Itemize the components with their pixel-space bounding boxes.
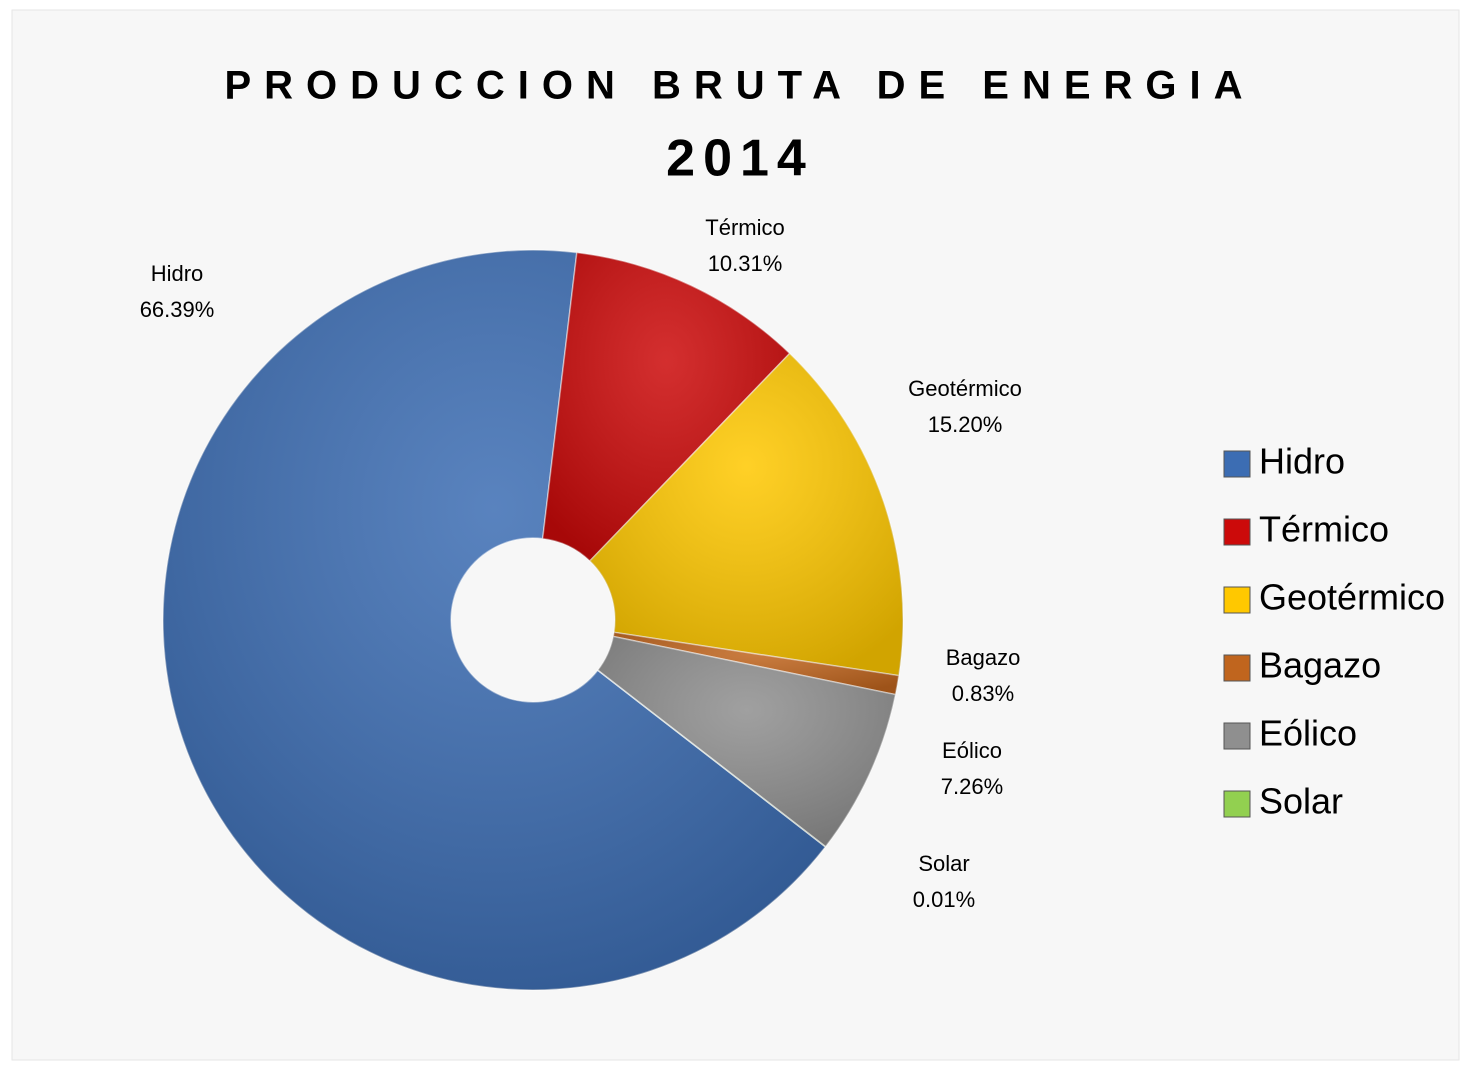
legend-swatch bbox=[1223, 586, 1251, 614]
data-label-value: 0.83% bbox=[952, 681, 1014, 706]
legend-label: Térmico bbox=[1259, 509, 1389, 550]
legend-swatch bbox=[1223, 654, 1251, 682]
legend-label: Geotérmico bbox=[1259, 577, 1445, 618]
data-label-name: Térmico bbox=[705, 215, 784, 240]
slice-shade bbox=[542, 252, 790, 561]
legend-label: Hidro bbox=[1259, 441, 1345, 482]
slice-shade bbox=[613, 632, 899, 695]
chart-subtitle: 2014 bbox=[666, 130, 814, 188]
slice-shade bbox=[163, 250, 826, 991]
data-label-name: Eólico bbox=[942, 738, 1002, 763]
data-label-name: Solar bbox=[918, 851, 969, 876]
slice-shade bbox=[597, 670, 826, 847]
data-label-name: Hidro bbox=[151, 261, 204, 286]
legend-swatch bbox=[1223, 450, 1251, 478]
data-label-name: Geotérmico bbox=[908, 376, 1022, 401]
data-label-value: 10.31% bbox=[708, 251, 783, 276]
data-label-value: 0.01% bbox=[913, 887, 975, 912]
legend-label: Solar bbox=[1259, 781, 1343, 822]
legend-label: Eólico bbox=[1259, 713, 1357, 754]
legend-label: Bagazo bbox=[1259, 645, 1381, 686]
slice-shade bbox=[589, 353, 903, 676]
legend-swatch bbox=[1223, 518, 1251, 546]
slice-shade bbox=[597, 636, 896, 847]
data-label-name: Bagazo bbox=[946, 645, 1021, 670]
legend-swatch bbox=[1223, 790, 1251, 818]
chart-title: PRODUCCION BRUTA DE ENERGIA bbox=[224, 64, 1255, 108]
data-label-value: 15.20% bbox=[928, 412, 1003, 437]
legend-swatch bbox=[1223, 722, 1251, 750]
data-label-value: 66.39% bbox=[140, 297, 215, 322]
data-label-value: 7.26% bbox=[941, 774, 1003, 799]
